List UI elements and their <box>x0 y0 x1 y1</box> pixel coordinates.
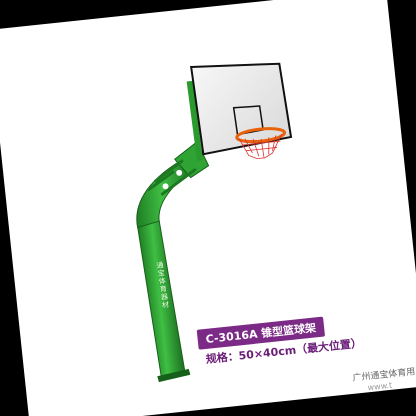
arm-hole <box>176 169 183 176</box>
backboard <box>190 62 293 156</box>
hoop-net <box>238 133 283 160</box>
backboard-support <box>186 80 203 161</box>
arm-hole <box>162 183 169 190</box>
website-url: www.t <box>367 380 393 393</box>
arm-brace <box>146 159 197 197</box>
pole-base <box>157 368 191 383</box>
